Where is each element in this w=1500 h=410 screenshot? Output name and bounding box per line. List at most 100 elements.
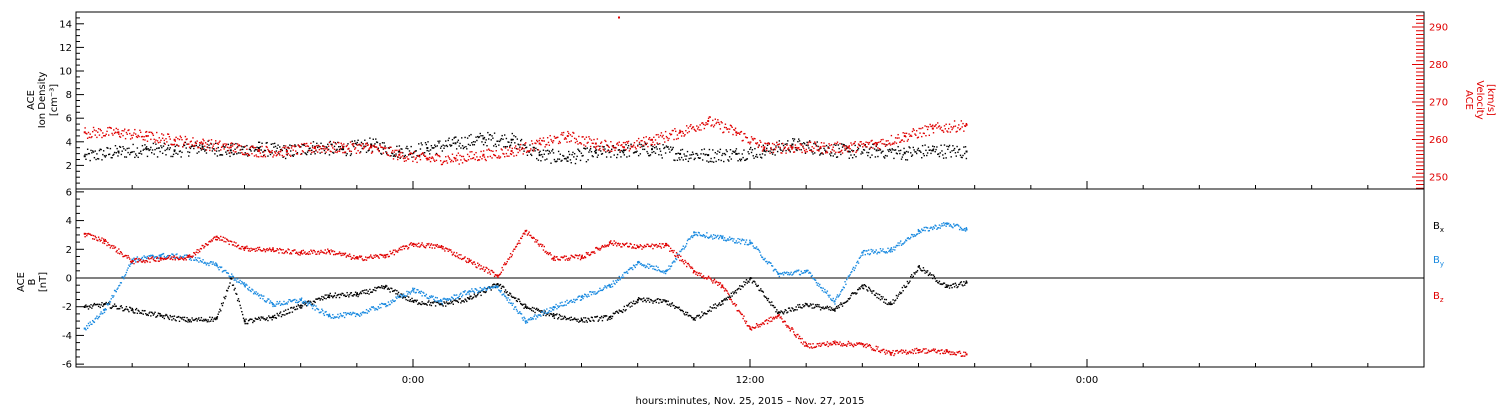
velocity-dot: [782, 149, 785, 151]
density-dot: [278, 152, 280, 155]
velocity-dot: [745, 136, 748, 139]
bx-dot: [562, 318, 564, 320]
velocity-dot: [334, 151, 337, 153]
bz-dot: [347, 254, 349, 256]
velocity-dot: [821, 152, 824, 154]
by-dot: [506, 299, 508, 301]
velocity-dot: [448, 157, 450, 159]
velocity-dot: [242, 153, 245, 156]
bx-dot: [118, 308, 120, 310]
bx-dot: [661, 301, 663, 303]
bz-dot: [147, 257, 150, 259]
bz-dot: [303, 252, 305, 254]
by-dot: [796, 269, 798, 272]
velocity-dot: [355, 152, 358, 155]
bx-dot: [931, 274, 933, 276]
bx-dot: [363, 292, 365, 294]
by-dot: [798, 273, 801, 276]
density-dot: [150, 152, 153, 154]
by-dot: [937, 227, 940, 229]
velocity-dot: [211, 147, 214, 149]
bz-dot: [373, 254, 375, 257]
bx-dot: [201, 319, 203, 322]
velocity-dot: [600, 141, 603, 143]
bx-dot: [382, 285, 385, 288]
density-dot: [883, 157, 886, 159]
density-dot: [229, 155, 231, 158]
density-dot: [223, 146, 225, 148]
velocity-dot: [543, 140, 545, 142]
density-dot: [759, 153, 761, 156]
bz-dot: [121, 253, 123, 255]
density-dot: [351, 140, 353, 143]
bz-dot: [150, 257, 152, 260]
velocity-dot: [109, 127, 112, 129]
bx-dot: [199, 319, 202, 321]
bx-dot: [389, 291, 391, 293]
bx-dot: [667, 300, 669, 302]
bz-dot: [109, 247, 112, 249]
by-dot: [718, 236, 721, 239]
bx-dot: [537, 308, 540, 311]
velocity-dot: [419, 158, 422, 161]
velocity-tick-label: 250: [1429, 173, 1448, 184]
bx-dot: [609, 318, 611, 321]
by-dot: [185, 254, 187, 256]
velocity-dot: [469, 151, 471, 153]
by-dot: [827, 294, 829, 297]
density-dot: [892, 149, 894, 151]
by-dot: [848, 275, 850, 277]
bz-dot: [461, 258, 463, 261]
velocity-dot-point: [285, 150, 288, 153]
by-dot: [558, 305, 561, 307]
density-dot: [523, 150, 525, 152]
density-dot: [863, 149, 866, 151]
bx-dot: [613, 312, 615, 315]
density-dot: [764, 154, 766, 156]
bx-dot: [900, 292, 903, 294]
by-dot: [673, 260, 675, 262]
by-dot: [616, 279, 619, 281]
density-dot: [750, 151, 753, 154]
velocity-dot: [578, 135, 580, 138]
velocity-dot: [869, 147, 872, 149]
bx-dot: [712, 307, 714, 309]
density-dot: [451, 138, 454, 141]
bx-dot: [327, 296, 329, 299]
velocity-dot: [546, 137, 549, 139]
bx-dot: [772, 304, 775, 307]
by-dot: [474, 288, 476, 290]
by-dot: [542, 313, 545, 316]
by-dot: [638, 261, 641, 264]
density-dot: [865, 146, 867, 148]
by-dot: [738, 241, 740, 243]
velocity-dot: [836, 141, 839, 143]
by-dot: [299, 298, 301, 300]
density-dot: [676, 159, 679, 161]
density-dot: [803, 142, 805, 144]
velocity-dot: [953, 125, 955, 128]
density-dot: [494, 143, 497, 145]
by-dot: [701, 234, 703, 237]
density-dot: [784, 143, 786, 145]
velocity-dot: [248, 154, 251, 157]
by-dot: [900, 244, 903, 246]
bx-dot: [670, 303, 673, 305]
velocity-dot: [262, 155, 264, 158]
velocity-dot: [459, 154, 461, 157]
bx-dot: [224, 297, 226, 300]
by-dot: [171, 253, 173, 255]
bx-dot: [845, 301, 847, 303]
velocity-dot: [838, 151, 840, 154]
by-dot: [919, 230, 921, 232]
bx-dot: [566, 317, 568, 320]
bx-dot: [149, 311, 151, 313]
density-dot: [141, 144, 144, 147]
density-dot: [745, 158, 748, 160]
density-dot: [913, 149, 915, 151]
bz-dot: [338, 252, 340, 255]
velocity-dot: [322, 145, 324, 147]
by-dot-point: [271, 303, 274, 306]
bx-dot: [889, 301, 892, 303]
by-dot: [295, 299, 298, 302]
